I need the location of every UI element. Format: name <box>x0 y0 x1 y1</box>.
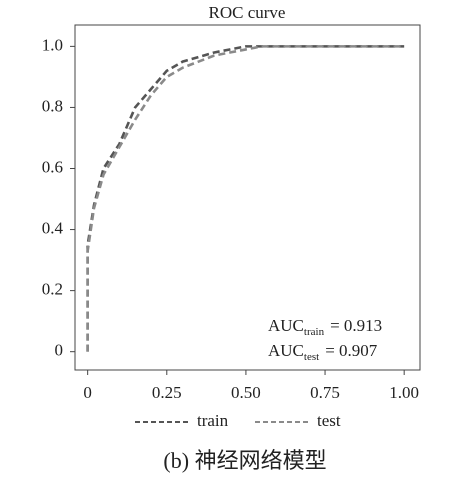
caption: (b) 神经网络模型 <box>163 448 326 473</box>
auc-value: = 0.913 <box>330 316 382 335</box>
auc-annotation: AUCtest = 0.907 <box>268 341 378 363</box>
x-tick-label: 0.25 <box>152 383 182 402</box>
roc-line <box>86 45 405 352</box>
roc-line <box>86 45 405 352</box>
x-tick-label: 0.50 <box>231 383 261 402</box>
auc-main: AUC <box>268 341 304 360</box>
chart-title: ROC curve <box>209 3 286 22</box>
y-tick-label: 1.0 <box>42 35 63 54</box>
auc-value: = 0.907 <box>325 341 378 360</box>
auc-sub: test <box>304 351 319 363</box>
y-tick-label: 0.2 <box>42 280 63 299</box>
y-tick-label: 0 <box>55 341 64 360</box>
legend-label: train <box>197 411 229 430</box>
y-tick-label: 0.8 <box>42 96 63 115</box>
auc-main: AUC <box>268 316 304 335</box>
legend-label: test <box>317 411 341 430</box>
x-tick-label: 1.00 <box>389 383 419 402</box>
y-tick-label: 0.6 <box>42 157 63 176</box>
y-tick-label: 0.4 <box>42 218 64 237</box>
auc-annotation: AUCtrain = 0.913 <box>268 316 382 338</box>
auc-sub: train <box>304 326 325 338</box>
plot-frame <box>74 24 421 371</box>
x-tick-label: 0 <box>83 383 92 402</box>
x-tick-label: 0.75 <box>310 383 340 402</box>
